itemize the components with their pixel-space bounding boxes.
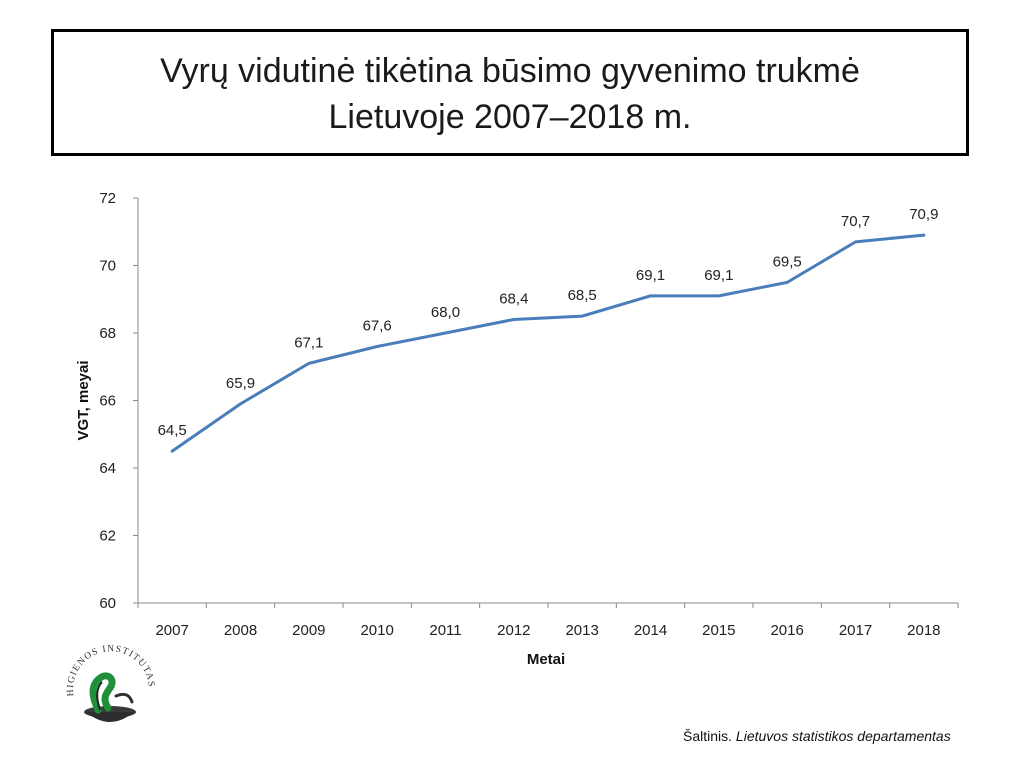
- x-tick-label: 2007: [155, 622, 188, 639]
- x-axis-title: Metai: [527, 651, 565, 668]
- x-tick-label: 2017: [839, 622, 872, 639]
- x-tick-label: 2009: [292, 622, 325, 639]
- data-label: 68,4: [499, 291, 528, 308]
- source-prefix: Šaltinis.: [683, 728, 733, 744]
- data-label: 67,1: [294, 334, 323, 351]
- x-tick-label: 2012: [497, 622, 530, 639]
- y-tick-label: 64: [99, 460, 116, 477]
- y-axis-title: VGT, meyai: [75, 360, 92, 440]
- data-label: 70,7: [841, 213, 870, 230]
- x-tick-label: 2013: [565, 622, 598, 639]
- chart-title-box: Vyrų vidutinė tikėtina būsimo gyvenimo t…: [51, 29, 969, 156]
- chart-title-line2: Lietuvoje 2007–2018 m.: [328, 97, 692, 136]
- data-label: 69,1: [636, 267, 665, 284]
- series-line: [170, 233, 926, 453]
- x-tick-label: 2008: [224, 622, 257, 639]
- data-label: 67,6: [363, 318, 392, 335]
- y-tick-label: 60: [99, 595, 116, 612]
- y-tick-label: 72: [99, 190, 116, 207]
- source-note: Šaltinis. Lietuvos statistikos departame…: [683, 728, 951, 744]
- data-label: 69,5: [773, 253, 802, 270]
- x-tick-label: 2010: [360, 622, 393, 639]
- y-tick-label: 66: [99, 393, 116, 410]
- data-label: 64,5: [158, 422, 187, 439]
- source-text: Lietuvos statistikos departamentas: [735, 728, 951, 744]
- x-tick-label: 2018: [907, 622, 940, 639]
- higienos-institutas-logo: HIGIENOS INSTITUTAS: [60, 636, 160, 736]
- x-tick-label: 2014: [634, 622, 667, 639]
- data-label: 69,1: [704, 267, 733, 284]
- x-tick-label: 2011: [429, 622, 461, 639]
- y-tick-label: 68: [99, 325, 116, 342]
- data-label: 68,5: [568, 287, 597, 304]
- chart-title-line1: Vyrų vidutinė tikėtina būsimo gyvenimo t…: [160, 51, 860, 90]
- x-tick-label: 2016: [770, 622, 803, 639]
- data-label: 70,9: [909, 206, 938, 223]
- x-tick-label: 2015: [702, 622, 735, 639]
- y-tick-label: 62: [99, 528, 116, 545]
- data-label: 65,9: [226, 375, 255, 392]
- y-tick-label: 70: [99, 258, 116, 275]
- data-label: 68,0: [431, 304, 460, 321]
